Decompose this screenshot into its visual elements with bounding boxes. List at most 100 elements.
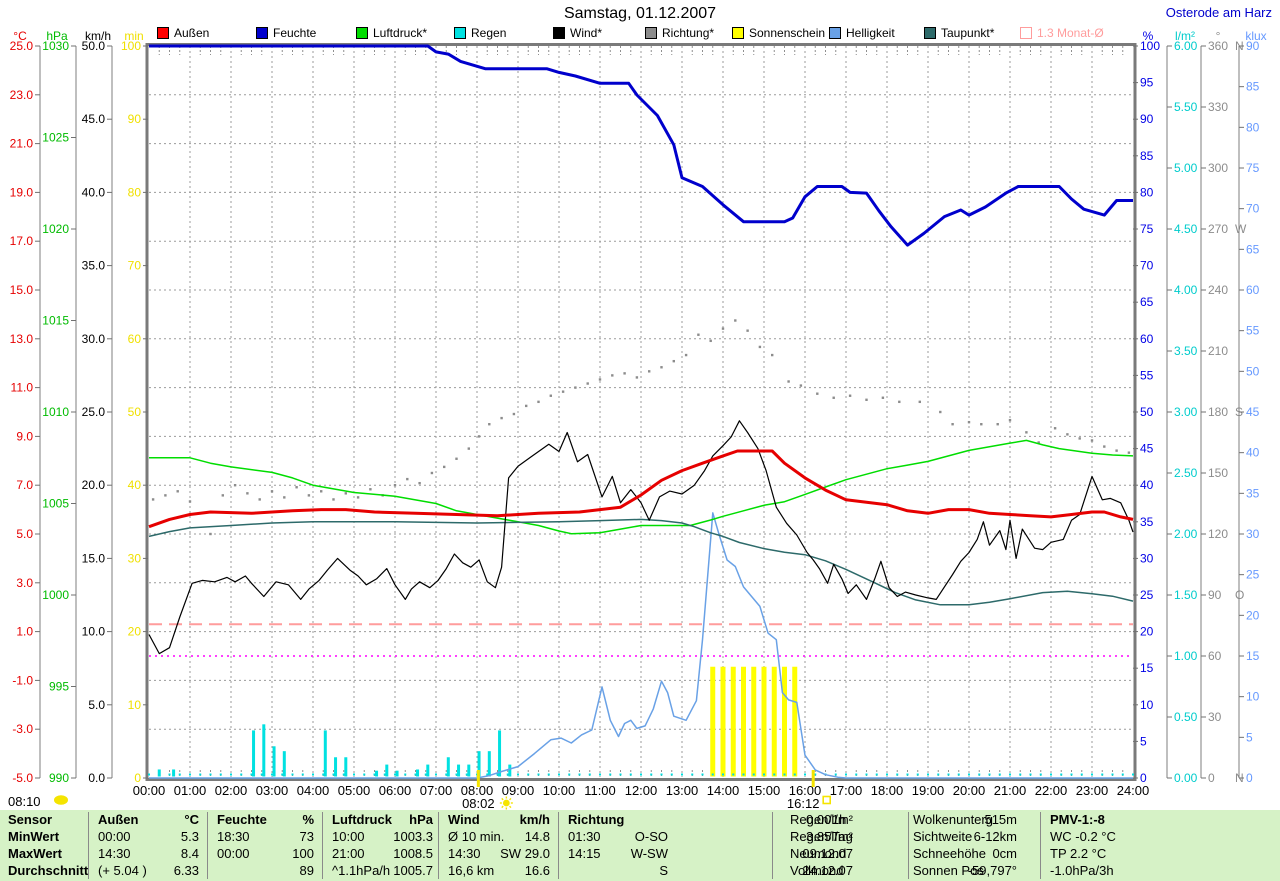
svg-text:08:00: 08:00	[461, 783, 494, 798]
atmos-label: Wolkenunterg	[913, 812, 993, 827]
svg-text:10:00: 10:00	[543, 783, 576, 798]
regen-astro-label: Neumond	[790, 846, 847, 861]
col-header-feuchte: Feuchte	[217, 812, 267, 827]
svg-text:15: 15	[1246, 649, 1260, 663]
svg-text:17:00: 17:00	[830, 783, 863, 798]
page-title: Samstag, 01.12.2007	[563, 5, 717, 22]
legend-item-sonnenschein: Sonnenschein	[732, 26, 825, 40]
legend-label: 1.3 Monat-Ø	[1037, 26, 1104, 40]
svg-text:0: 0	[134, 771, 141, 785]
svg-text:hPa: hPa	[46, 29, 68, 43]
regen-astro-value: 3.85l/m²	[806, 829, 853, 844]
svg-text:85: 85	[1246, 80, 1260, 94]
svg-text:11:00: 11:00	[584, 783, 616, 798]
pmv-line: TP 2.2 °C	[1050, 846, 1107, 861]
svg-text:270: 270	[1208, 222, 1228, 236]
svg-text:80: 80	[1246, 120, 1260, 134]
svg-text:10.0: 10.0	[82, 625, 106, 639]
monat-swatch-icon	[1020, 27, 1032, 39]
legend-item-regen: Regen	[454, 26, 506, 40]
svg-text:55: 55	[1246, 324, 1260, 338]
svg-text:5: 5	[1140, 734, 1147, 748]
legend-label: Taupunkt*	[941, 26, 995, 40]
svg-text:6.00: 6.00	[1174, 39, 1198, 53]
svg-text:1.00: 1.00	[1174, 649, 1198, 663]
svg-text:60: 60	[1246, 283, 1260, 297]
regen-astro-label: Regen/Tag	[790, 829, 853, 844]
svg-text:10: 10	[1140, 698, 1154, 712]
col-unit-wind: km/h	[519, 812, 550, 827]
svg-text:25: 25	[1140, 588, 1154, 602]
row-label-durchschnitt: Durchschnitt	[8, 863, 89, 878]
axis-wind: km/h50.0 45.0 40.0 35.0 30.0 25.0 20.0 15.0 10.0…	[82, 29, 113, 785]
svg-text:19.0: 19.0	[10, 185, 34, 199]
wind-row-time: 16,6 km	[448, 863, 495, 878]
svg-text:24:00: 24:00	[1117, 783, 1150, 798]
svg-text:210: 210	[1208, 344, 1228, 358]
svg-text:03:00: 03:00	[256, 783, 289, 798]
atmos-label: Sichtweite	[913, 829, 973, 844]
station-name: Osterode am Harz	[1165, 5, 1272, 20]
svg-text:04:00: 04:00	[297, 783, 330, 798]
svg-text:80: 80	[128, 185, 142, 199]
svg-text:240: 240	[1208, 283, 1228, 297]
legend-label: Regen	[471, 26, 507, 40]
svg-text:45.0: 45.0	[82, 112, 106, 126]
series-wind-line	[148, 420, 1134, 655]
richtung-row-time: 14:15	[568, 846, 601, 861]
series-feuchte-line	[149, 44, 1133, 247]
svg-text:1020: 1020	[42, 222, 69, 236]
svg-text:60: 60	[1208, 649, 1222, 663]
grid	[149, 46, 1133, 777]
svg-text:05:00: 05:00	[338, 783, 371, 798]
svg-text:22:00: 22:00	[1035, 783, 1068, 798]
svg-text:9.0: 9.0	[16, 429, 33, 443]
table-separator	[558, 812, 559, 879]
svg-text:45: 45	[1246, 405, 1260, 419]
svg-text:1005: 1005	[42, 497, 69, 511]
chart-legend: Außen Feuchte Luftdruck* Regen Wind* Richtung…	[0, 26, 1280, 42]
svg-text:5: 5	[1246, 730, 1253, 744]
pmv-line: -1.0hPa/3h	[1050, 863, 1114, 878]
svg-text:19:00: 19:00	[912, 783, 945, 798]
row-label-maxwert: MaxWert	[8, 846, 62, 861]
svg-text:50.0: 50.0	[82, 39, 106, 53]
svg-text:20: 20	[1140, 625, 1154, 639]
legend-item-wind: Wind*	[553, 26, 602, 40]
svg-text:1015: 1015	[42, 314, 69, 328]
richtung-row-time: 01:30	[568, 829, 601, 844]
svg-text:5.00: 5.00	[1174, 161, 1198, 175]
aussen-row-value: 6.33	[173, 863, 199, 878]
svg-text:13.0: 13.0	[10, 332, 34, 346]
svg-text:2.50: 2.50	[1174, 466, 1198, 480]
luftdruck-row-time: ^1.1hPa/h	[332, 863, 391, 878]
luftdruck-row-value: 1003.3	[393, 829, 433, 844]
svg-text:70: 70	[128, 259, 142, 273]
svg-text:100: 100	[1140, 39, 1160, 53]
svg-text:40: 40	[1246, 446, 1260, 460]
svg-text:35: 35	[1140, 515, 1154, 529]
svg-text:990: 990	[49, 771, 69, 785]
atmos-value: 515m	[984, 812, 1017, 827]
svg-text:09:00: 09:00	[502, 783, 535, 798]
svg-text:95: 95	[1140, 76, 1154, 90]
svg-text:15.0: 15.0	[10, 283, 34, 297]
svg-text:17.0: 17.0	[10, 234, 34, 248]
svg-text:20: 20	[128, 625, 142, 639]
wind-row-value: SW 29.0	[500, 846, 550, 861]
svg-text:35: 35	[1246, 486, 1260, 500]
atmos-value: 0cm	[992, 846, 1017, 861]
aussen-swatch-icon	[157, 27, 169, 39]
col-header-richtung: Richtung	[568, 812, 625, 827]
x-axis-labels: 00:00 01:00 02:00 03:00 04:00 05:00 06:00 07:00…	[133, 783, 1150, 798]
richtung-row-value: O-SO	[634, 829, 668, 844]
svg-text:3.50: 3.50	[1174, 344, 1198, 358]
series-luftdruck-line	[149, 439, 1134, 535]
series-sonnenschein-bars	[710, 666, 798, 777]
series-taupunkt-line	[148, 518, 1134, 606]
aussen-row-value: 8.4	[180, 846, 199, 861]
svg-text:5.0: 5.0	[88, 698, 105, 712]
svg-text:4.00: 4.00	[1174, 283, 1198, 297]
aussen-row-time: 14:30	[98, 846, 131, 861]
svg-text:0.50: 0.50	[1174, 710, 1198, 724]
